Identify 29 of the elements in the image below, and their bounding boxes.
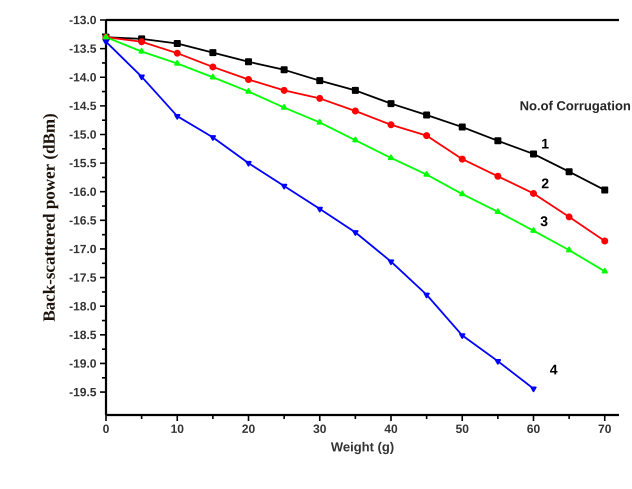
y-tick-label: -19.5: [70, 388, 96, 396]
series-label: 1: [542, 138, 549, 148]
x-tick-label: 60: [527, 424, 540, 434]
y-tick-label: -15.5: [70, 158, 96, 168]
series-label: 2: [542, 178, 549, 188]
x-tick-label: 30: [313, 424, 326, 434]
y-tick-label: -16.0: [70, 187, 96, 196]
y-tick-label: -13.0: [70, 16, 96, 24]
series-label: 3: [540, 216, 548, 226]
y-tick-label: -14.5: [70, 102, 96, 110]
y-tick-label: -18.0: [70, 302, 96, 310]
y-tick-label: -13.5: [70, 44, 96, 53]
y-tick-label: -15.0: [70, 130, 96, 139]
x-axis-title: Weight (g): [330, 442, 394, 454]
x-tick-label: 40: [384, 424, 398, 434]
x-tick-label: 50: [456, 424, 468, 434]
x-tick-label: 20: [242, 424, 255, 434]
series-label: 4: [550, 364, 558, 374]
legend-title: No.of Corrugation: [520, 100, 630, 113]
x-tick-label: 70: [598, 424, 611, 434]
y-tick-label: -17.0: [70, 244, 96, 254]
y-axis-title: Back-scattered power (dBm): [42, 114, 58, 322]
y-tick-label: -19.0: [70, 359, 96, 368]
y-tick-label: -14.0: [70, 73, 96, 82]
x-tick-label: 10: [171, 424, 184, 434]
x-tick-label: 0: [103, 424, 109, 434]
y-tick-label: -18.5: [70, 330, 96, 340]
y-tick-label: -16.5: [70, 216, 96, 225]
y-tick-label: -17.5: [70, 273, 96, 282]
